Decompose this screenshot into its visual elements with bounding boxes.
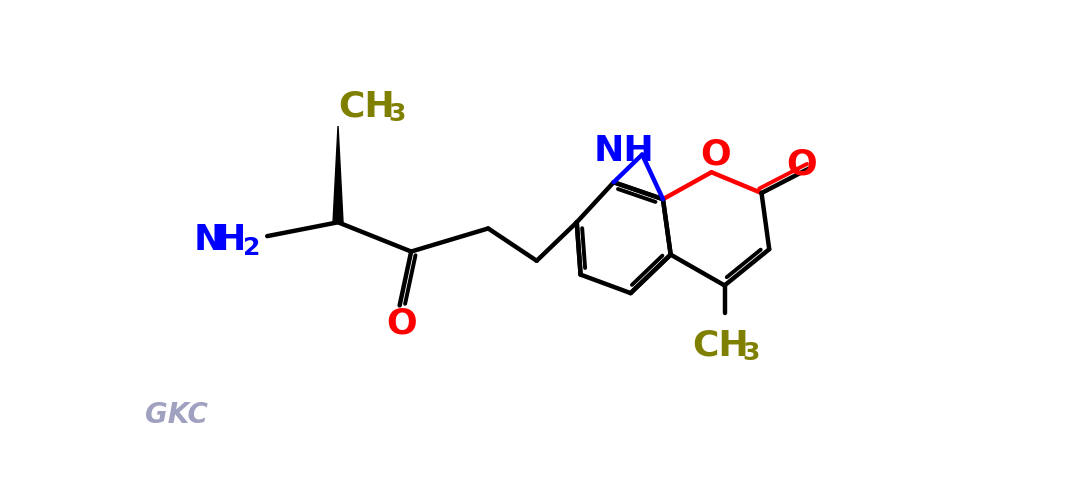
Text: O: O [700, 138, 731, 172]
Text: 3: 3 [389, 102, 406, 126]
Text: O: O [786, 148, 817, 182]
Text: NH: NH [595, 134, 655, 168]
Text: 2: 2 [243, 237, 261, 260]
Text: 3: 3 [743, 341, 760, 365]
Text: CH: CH [338, 90, 395, 124]
Text: H: H [216, 223, 246, 257]
Text: CH: CH [692, 329, 749, 363]
Polygon shape [333, 126, 343, 222]
Text: O: O [386, 307, 416, 341]
Text: N: N [193, 223, 224, 257]
Text: GKC: GKC [145, 401, 208, 429]
